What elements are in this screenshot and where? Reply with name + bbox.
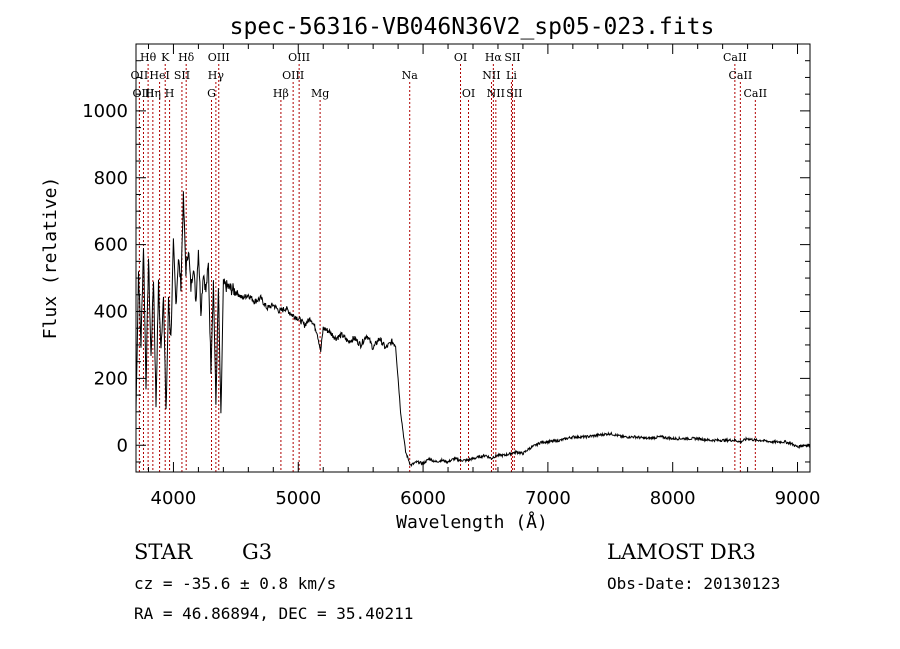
coordinates: RA = 46.86894, DEC = 35.40211 <box>134 604 413 623</box>
emission-line-label: OIII <box>208 51 230 64</box>
flux-series-line <box>135 191 811 468</box>
emission-line-label: G <box>207 87 216 100</box>
emission-line-label: Hδ <box>178 51 195 64</box>
emission-line-markers <box>138 64 756 472</box>
x-tick-label: 4000 <box>151 488 197 509</box>
obs-date: Obs-Date: 20130123 <box>607 574 780 593</box>
y-tick-label: 1000 <box>82 101 128 122</box>
x-tick-label: 8000 <box>650 488 696 509</box>
emission-line-label: Mg <box>311 87 329 100</box>
emission-line-label: CaII <box>729 69 753 82</box>
emission-line-label: OII <box>131 69 149 82</box>
emission-line-label: SII <box>506 87 522 100</box>
y-axis-label: Flux (relative) <box>40 177 61 340</box>
emission-line-label: Na <box>402 69 419 82</box>
y-tick-label: 600 <box>94 235 128 256</box>
emission-line-label: K <box>161 51 170 64</box>
emission-line-label: CaII <box>743 87 767 100</box>
x-axis-ticks: 4000 5000 6000 7000 8000 9000 <box>147 44 821 509</box>
emission-line-label: Hθ <box>140 51 157 64</box>
emission-line-label: OIII <box>132 87 154 100</box>
emission-line-label: NII <box>482 69 500 82</box>
emission-line-label: HeI <box>149 69 169 82</box>
y-tick-label: 0 <box>117 435 128 456</box>
y-tick-label: 200 <box>94 368 128 389</box>
x-tick-label: 6000 <box>400 488 446 509</box>
emission-line-label: SII <box>174 69 190 82</box>
y-axis-ticks: 0 200 400 600 800 1000 <box>82 60 810 463</box>
emission-line-label: Hη <box>145 87 161 100</box>
object-class: STAR <box>134 540 193 564</box>
emission-line-label: OI <box>454 51 467 64</box>
emission-line-label: Hβ <box>273 87 289 100</box>
x-tick-label: 5000 <box>275 488 321 509</box>
emission-line-label: Li <box>506 69 517 82</box>
emission-line-label: Hα <box>485 51 503 64</box>
x-axis-label: Wavelength (Å) <box>396 511 548 533</box>
emission-line-label: SII <box>504 51 520 64</box>
chart-title: spec-56316-VB046N36V2_sp05-023.fits <box>230 14 715 40</box>
emission-line-label: CaII <box>723 51 747 64</box>
emission-line-label: Hγ <box>208 69 225 82</box>
emission-line-label: H <box>165 87 175 100</box>
plot-frame <box>135 43 811 473</box>
emission-line-label: OIII <box>288 51 310 64</box>
emission-line-label: OI <box>462 87 475 100</box>
emission-line-label: OIII <box>282 69 304 82</box>
y-tick-label: 400 <box>94 302 128 323</box>
x-tick-label: 9000 <box>775 488 821 509</box>
object-subclass: G3 <box>242 540 272 564</box>
redshift-readout: cz = -35.6 ± 0.8 km/s <box>134 574 336 593</box>
emission-line-labels: OIIHθOIIIHηHeIKHSIIHδGOIIIHγHβOIIIOIIIMg… <box>131 51 768 100</box>
y-tick-label: 800 <box>94 168 128 189</box>
survey-name: LAMOST DR3 <box>607 540 756 564</box>
emission-line-label: NII <box>487 87 505 100</box>
x-tick-label: 7000 <box>525 488 571 509</box>
